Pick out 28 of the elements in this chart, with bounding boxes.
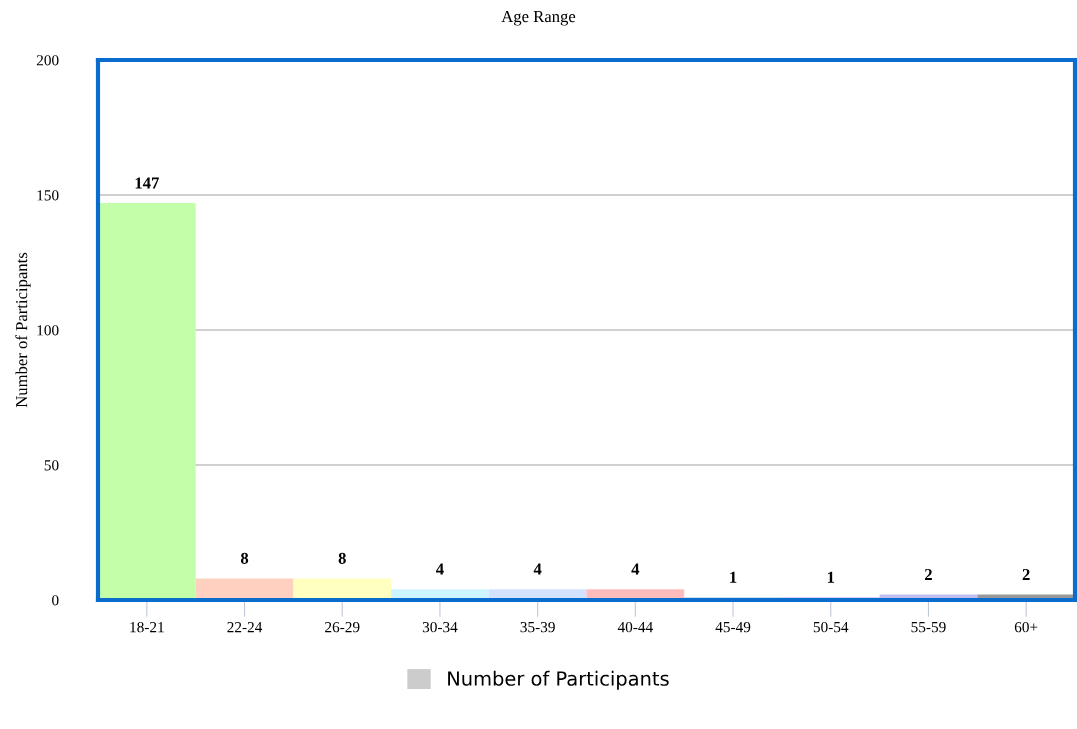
data-label: 147 (135, 177, 159, 189)
x-tick-label: 55-59 (911, 622, 946, 633)
data-label: 8 (338, 552, 346, 564)
x-tick-label: 60+ (1014, 621, 1038, 633)
x-tick-label: 30-34 (422, 621, 458, 633)
y-tick-label: 200 (36, 55, 59, 66)
x-tick-label: 40-44 (617, 621, 653, 633)
data-label: 4 (533, 563, 542, 575)
y-tick-label: 100 (37, 325, 59, 336)
data-label: 4 (436, 563, 444, 575)
x-tick-label: 50-54 (813, 621, 849, 633)
y-tick-label: 150 (37, 190, 59, 201)
chart-title: Age Range (501, 10, 576, 26)
text: Number of Participants (448, 670, 669, 690)
x-tick-label: 35-39 (520, 622, 555, 633)
data-label: 1 (730, 571, 737, 583)
y-tick-label: 0 (52, 595, 59, 606)
data-label: 2 (1022, 568, 1030, 580)
data-label: 2 (924, 568, 932, 580)
x-tick-label: 45-49 (715, 622, 751, 633)
data-label: 1 (827, 571, 835, 583)
y-axis-title: Number of Participants (15, 252, 31, 408)
data-label: 4 (631, 563, 640, 575)
x-tick-label: 22-24 (227, 622, 263, 633)
data-label: 8 (240, 552, 249, 564)
x-tick-label: 18-21 (130, 621, 164, 633)
y-tick-label: 50 (44, 460, 59, 471)
x-tick-label: 26-29 (325, 622, 360, 633)
